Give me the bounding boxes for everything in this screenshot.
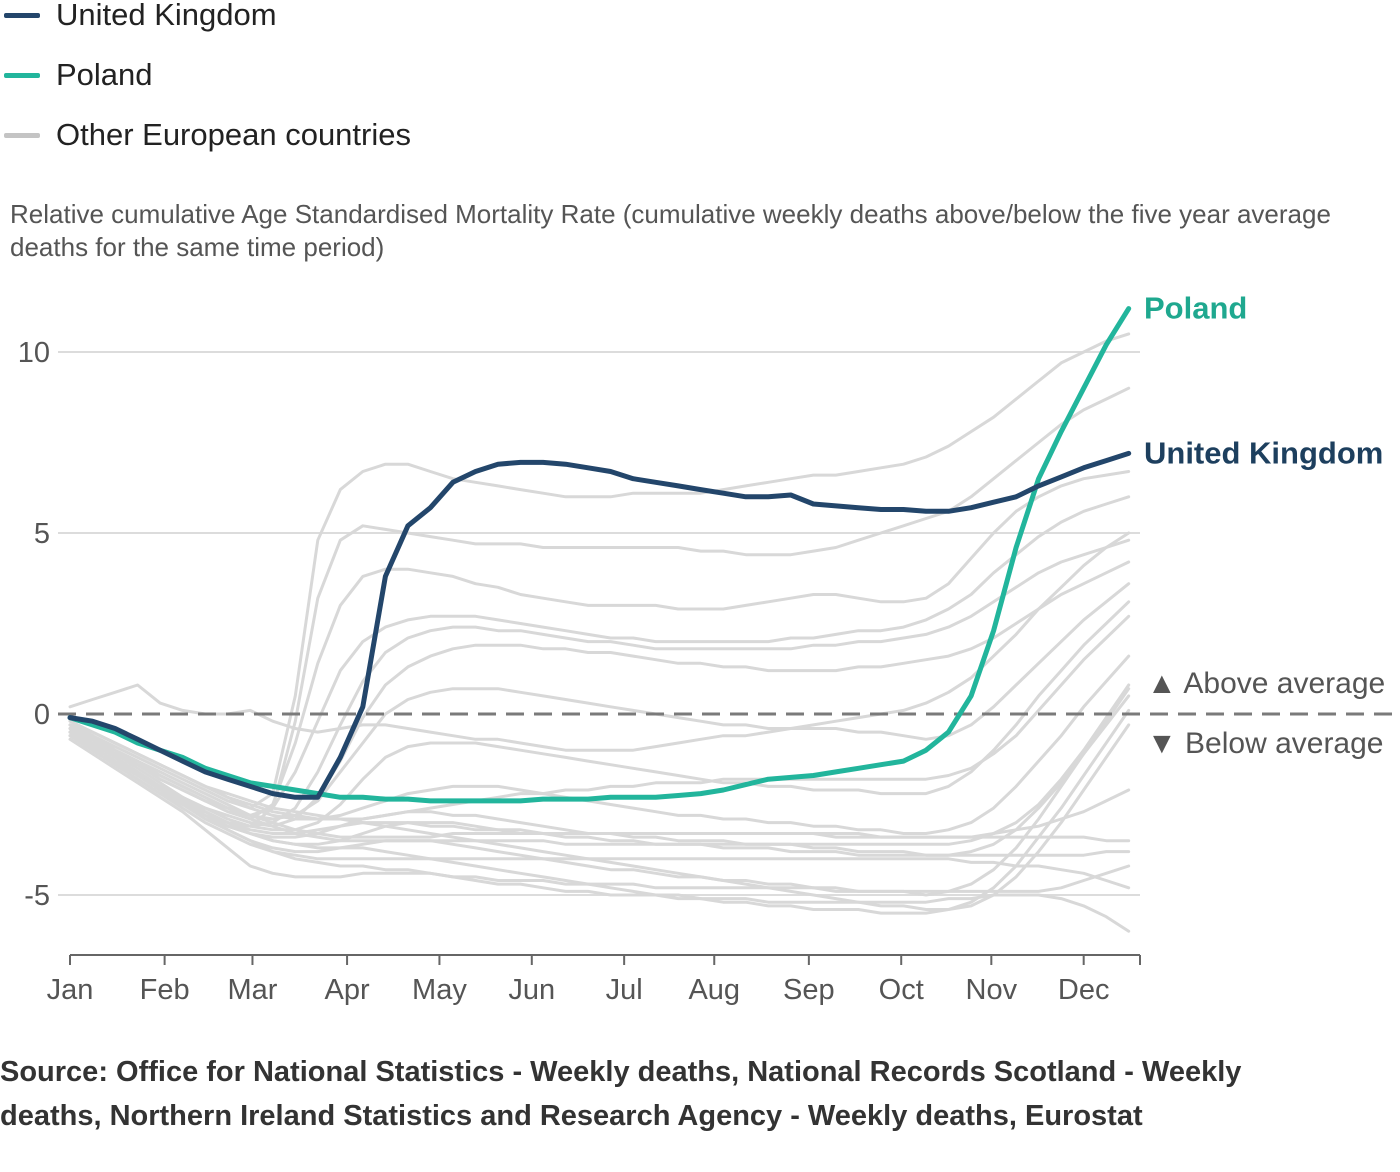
other-country-line-22 — [68, 719, 1131, 911]
other-country-line-21 — [68, 683, 1131, 846]
series-end-label-poland: Poland — [1144, 291, 1247, 326]
x-tick-label-oct: Oct — [879, 974, 924, 1006]
x-tick-label-may: May — [412, 974, 467, 1006]
highlighted-lines — [67, 306, 1132, 804]
other-country-line-18 — [68, 727, 1131, 933]
axes — [69, 954, 1141, 965]
x-tick-label-mar: Mar — [227, 974, 277, 1006]
other-countries-lines — [68, 332, 1131, 933]
series-line-united-kingdom — [67, 450, 1132, 800]
below-average-label: ▼ Below average — [1147, 727, 1383, 760]
legend-swatch-poland — [4, 73, 40, 78]
y-axis-title: Relative cumulative Age Standardised Mor… — [10, 199, 1331, 262]
other-country-line-9 — [68, 600, 1131, 832]
other-country-line-4 — [68, 470, 1131, 821]
x-tick-label-dec: Dec — [1058, 974, 1110, 1006]
other-country-line-13 — [68, 687, 1131, 897]
x-tick-label-apr: Apr — [325, 974, 370, 1006]
y-tick-label: 0 — [34, 699, 50, 731]
series-end-label-united-kingdom: United Kingdom — [1144, 435, 1383, 470]
other-country-line-23 — [68, 727, 1131, 839]
legend-swatch-united-kingdom — [4, 13, 40, 18]
x-tick-label-jan: Jan — [47, 974, 94, 1006]
grid-lines — [58, 351, 1140, 896]
x-tick-label-aug: Aug — [688, 974, 740, 1006]
series-line-poland — [67, 306, 1132, 804]
other-country-line-15 — [68, 723, 1131, 857]
other-country-line-17 — [68, 734, 1131, 890]
above-average-label: ▲ Above average — [1147, 667, 1385, 700]
x-tick-label-sep: Sep — [783, 974, 835, 1006]
other-country-line-3 — [68, 386, 1131, 828]
legend-label-united-kingdom: United Kingdom — [56, 0, 277, 32]
x-tick-label-nov: Nov — [966, 974, 1018, 1006]
legend-swatch-other-countries — [4, 133, 40, 138]
other-country-line-20 — [68, 614, 1131, 821]
other-country-line-10 — [68, 531, 1131, 752]
line-chart: 10 5 0 -5 Poland United Kingdom ▲ Above averag… — [18, 291, 1400, 1006]
y-tick-label: 10 — [18, 337, 50, 369]
x-tick-label-feb: Feb — [140, 974, 190, 1006]
source-note: Source: Office for National Statistics -… — [0, 1056, 1242, 1132]
other-country-line-6 — [68, 538, 1131, 828]
other-country-line-11 — [68, 654, 1131, 835]
x-tick-label-jun: Jun — [508, 974, 555, 1006]
y-tick-label: 5 — [34, 518, 50, 550]
x-tick-label-jul: Jul — [606, 974, 643, 1006]
y-tick-label: -5 — [24, 880, 50, 912]
chart-labels: 10 5 0 -5 Poland United Kingdom ▲ Above averag… — [18, 291, 1385, 1006]
legend-label-poland: Poland — [56, 57, 153, 92]
other-country-line-2 — [68, 332, 1131, 810]
legend-label-other-countries: Other European countries — [56, 117, 411, 152]
other-country-line-7 — [68, 560, 1131, 828]
other-country-line-19 — [68, 737, 1131, 893]
